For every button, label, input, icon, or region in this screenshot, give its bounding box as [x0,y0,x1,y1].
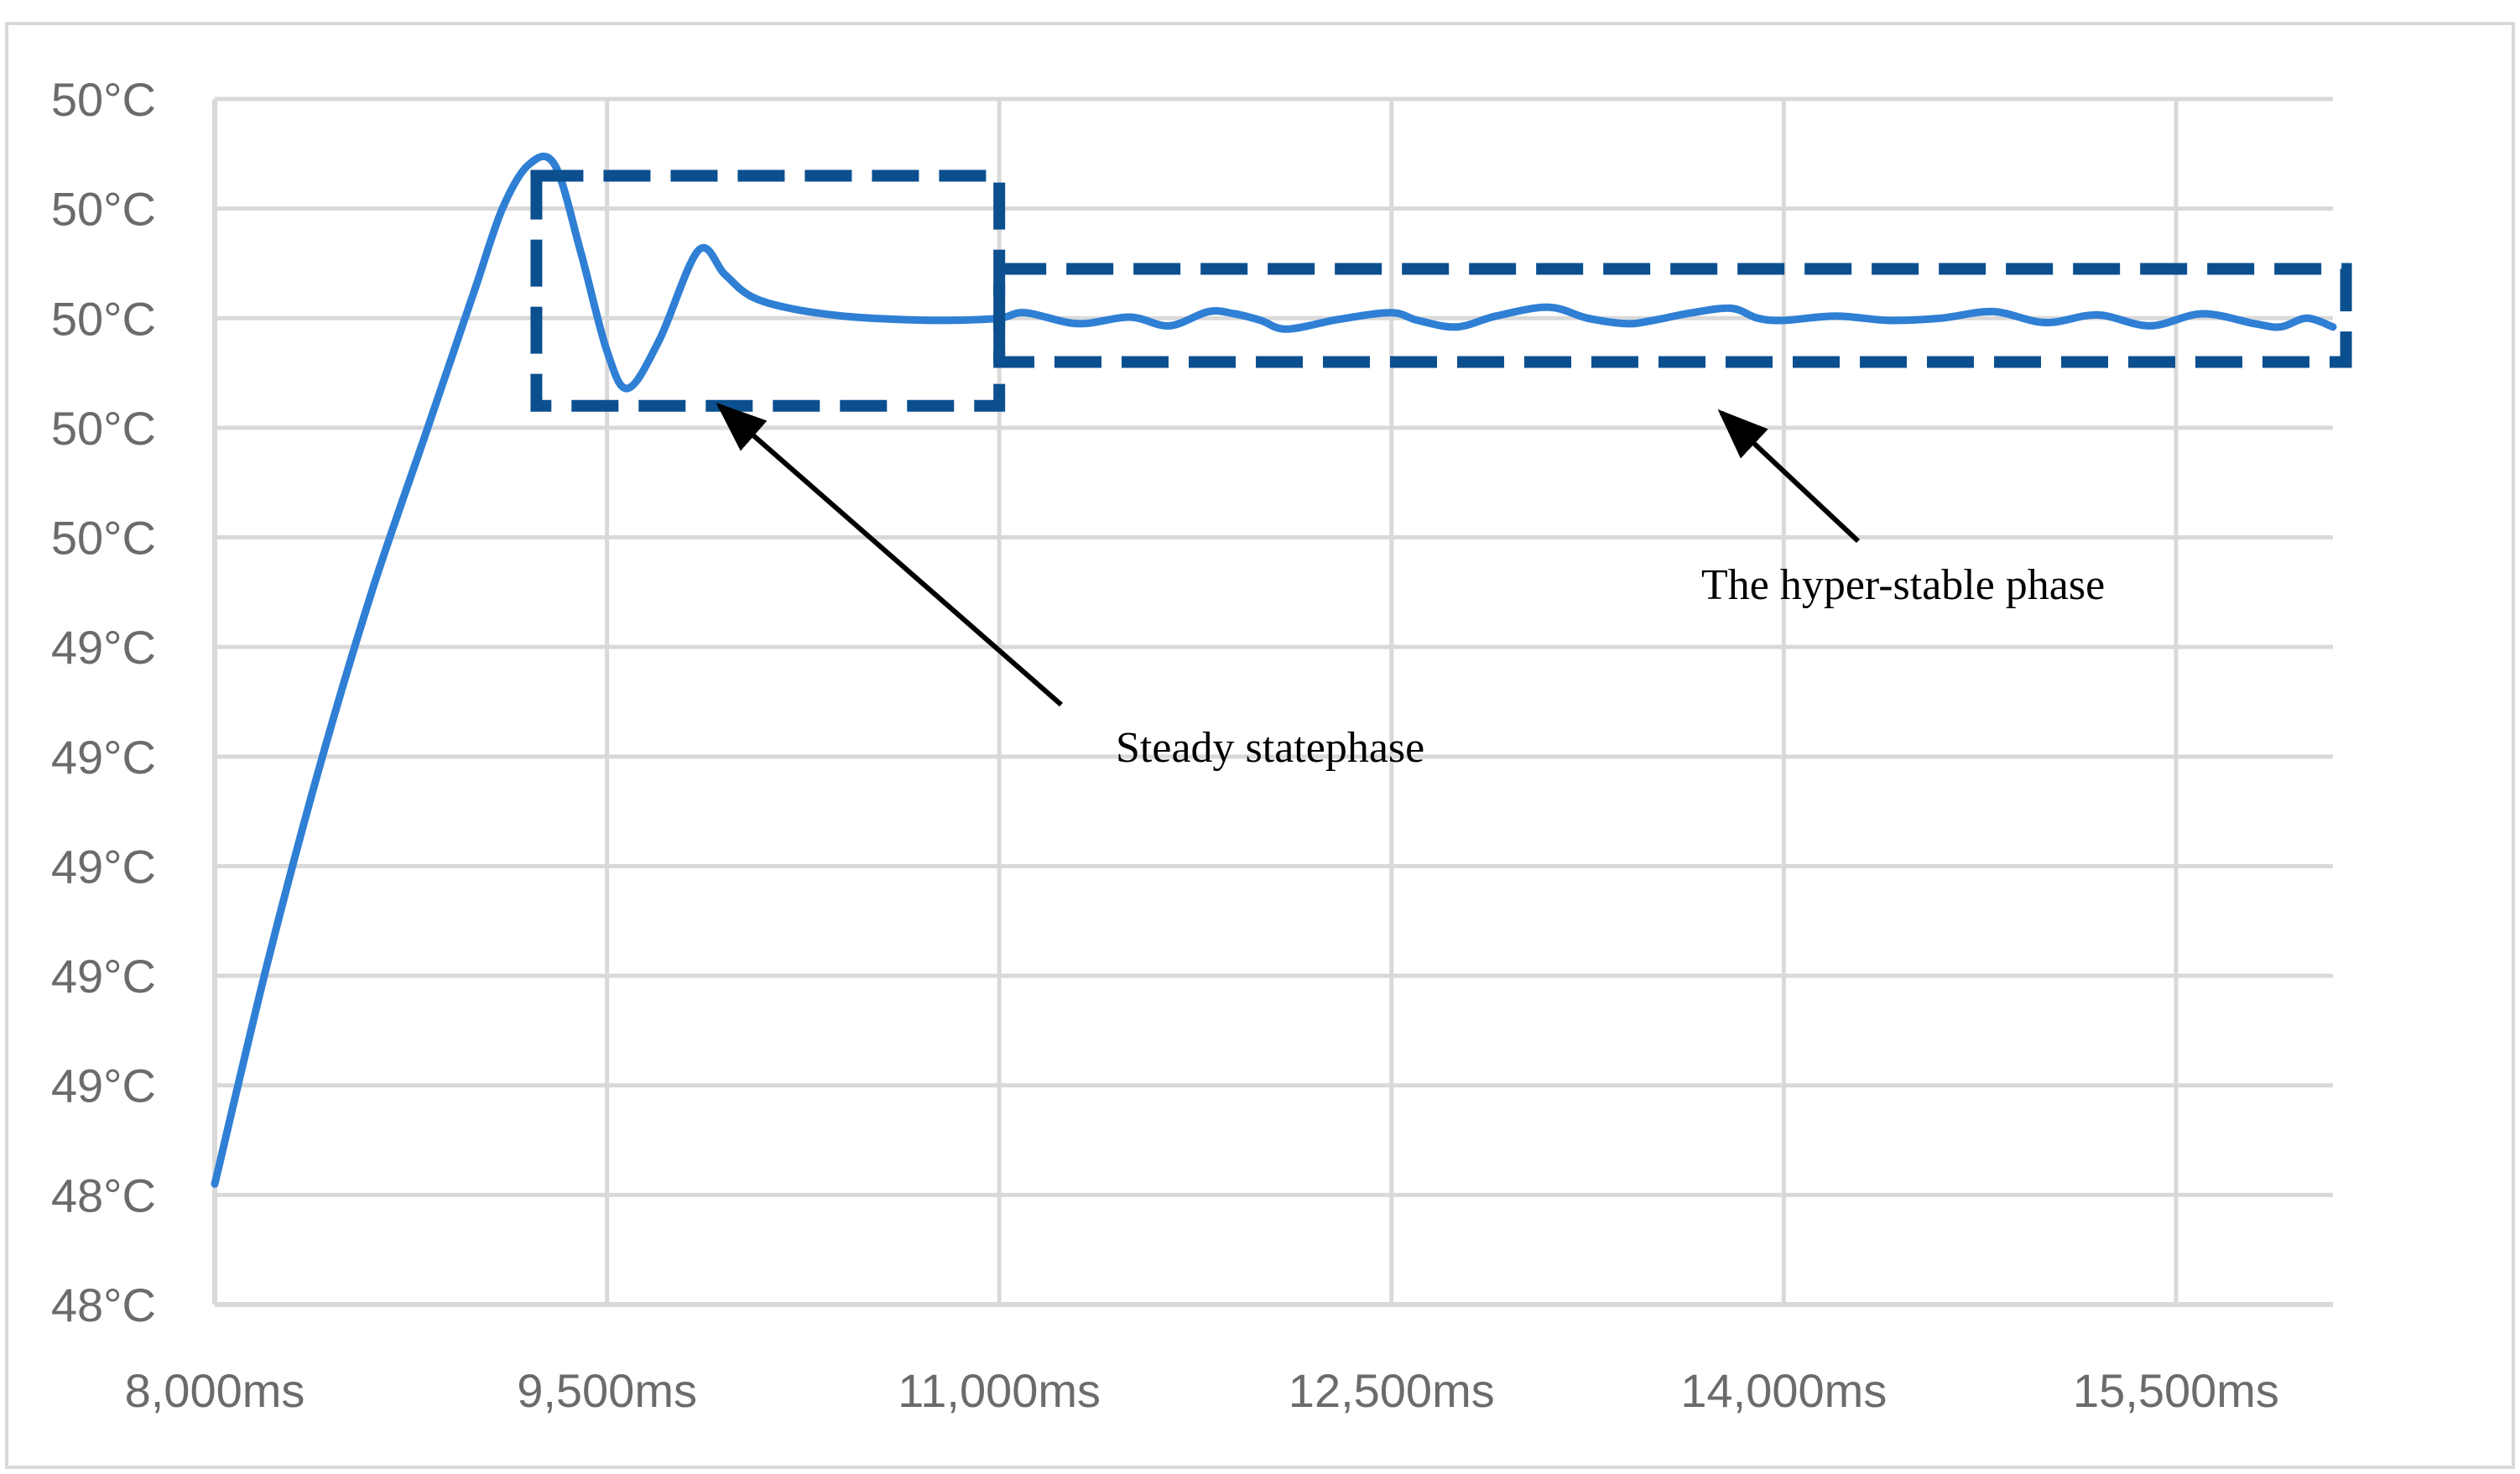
x-tick-label: 11,000ms [898,1364,1101,1417]
y-tick-label: 49°C [51,1060,156,1112]
y-tick-label: 50°C [51,73,156,126]
annotation-arrow [1717,409,1861,544]
y-tick-label: 49°C [51,950,156,1003]
y-tick-label: 50°C [51,402,156,455]
y-tick-label: 49°C [51,621,156,674]
y-tick-label: 49°C [51,840,156,893]
series-line [211,152,2337,1188]
annotation-label: The hyper-stable phase [1701,561,2105,609]
x-tick-label: 12,500ms [1289,1364,1495,1417]
x-tick-label: 9,500ms [517,1364,697,1417]
y-tick-label: 48°C [51,1279,156,1331]
y-tick-label: 50°C [51,292,156,345]
annotation-arrow [716,403,1063,707]
tick-labels: 48°C 48°C 49°C 49°C 49°C 49°C 49°C 50°C 50°C 50°C… [51,73,2279,1417]
y-tick-label: 48°C [51,1169,156,1221]
series-layer [211,152,2337,1188]
phase-highlight-box [993,263,2352,368]
x-tick-label: 14,000ms [1680,1364,1887,1417]
x-tick-label: 8,000ms [125,1364,305,1417]
x-tick-label: 15,500ms [2073,1364,2279,1417]
annotation-label: Steady statephase [1116,724,1424,772]
y-tick-label: 50°C [51,183,156,236]
y-tick-label: 49°C [51,731,156,784]
axes [212,99,2333,1307]
annotations: Steady statephase The hyper-stable phase [530,169,2352,772]
y-tick-label: 50°C [51,512,156,565]
